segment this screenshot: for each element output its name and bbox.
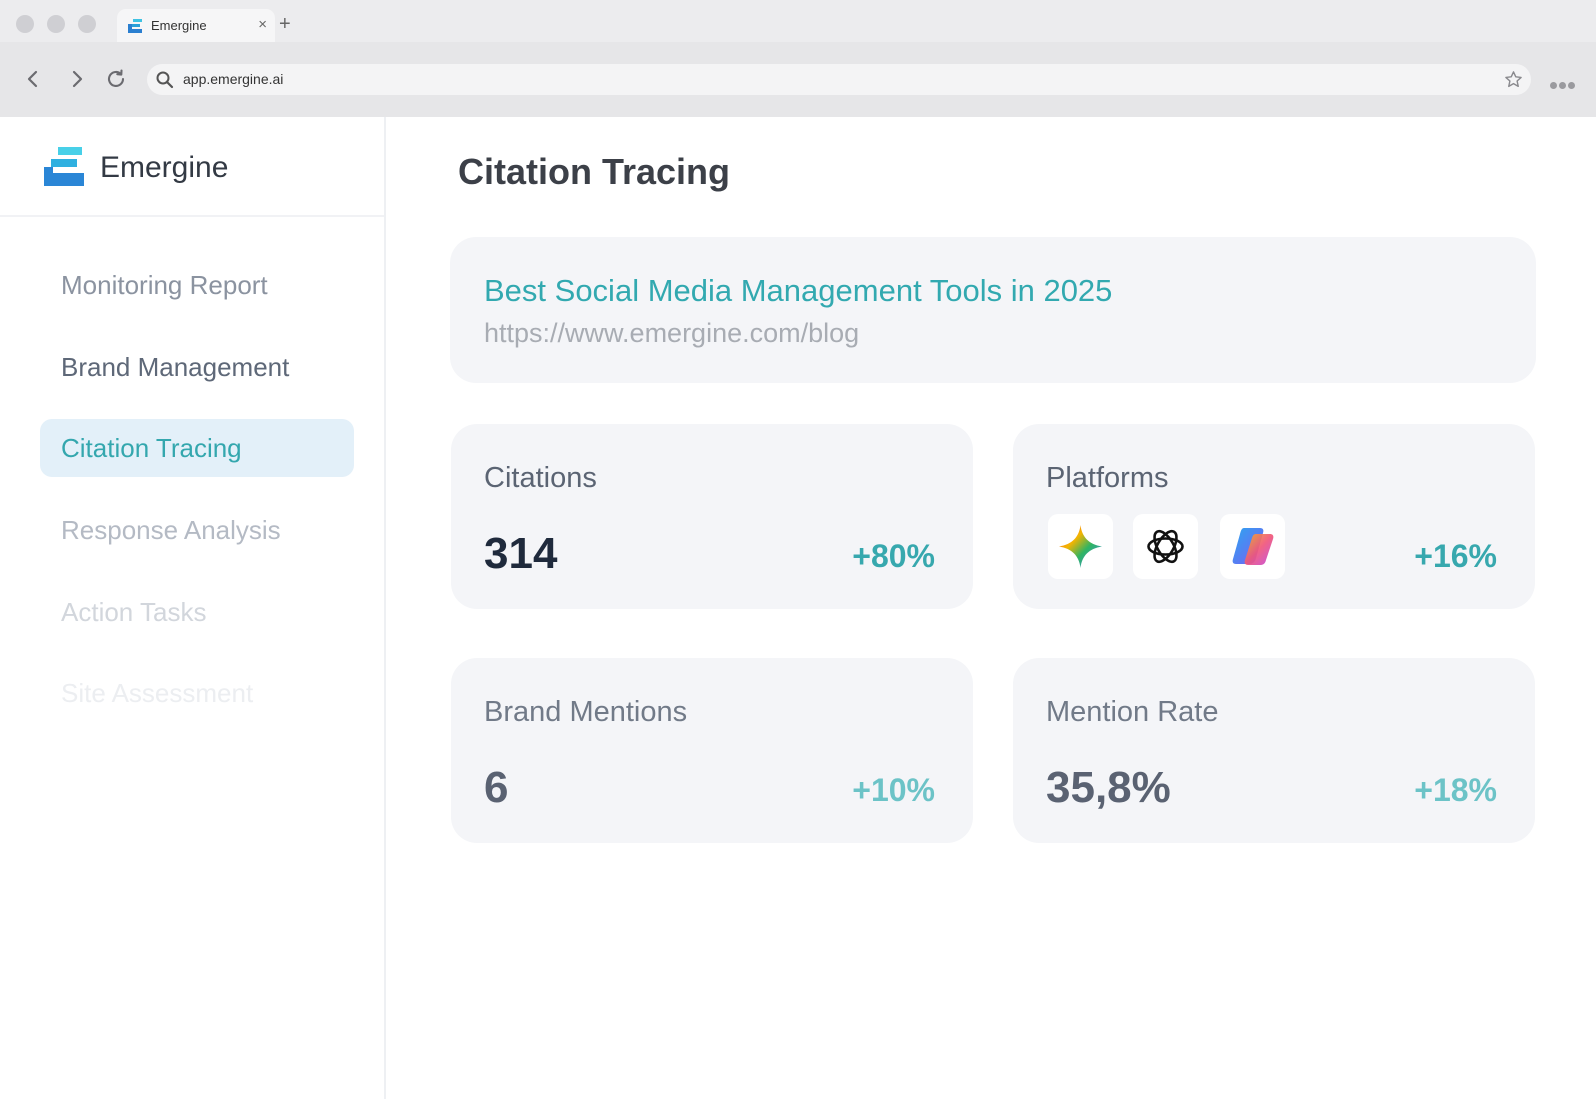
sidebar-item-citation-tracing[interactable]: Citation Tracing bbox=[40, 419, 354, 477]
mention-rate-change: +18% bbox=[1414, 772, 1497, 808]
star-icon[interactable] bbox=[1504, 70, 1523, 89]
platform-copilot[interactable] bbox=[1220, 514, 1285, 579]
openai-icon bbox=[1147, 529, 1184, 564]
platforms-label: Platforms bbox=[1046, 462, 1169, 494]
brand-mentions-value: 6 bbox=[484, 763, 509, 812]
brand-mentions-card: Brand Mentions 6 +10% bbox=[451, 658, 973, 843]
sidebar: Emergine Monitoring Report Brand Managem… bbox=[0, 117, 386, 1099]
close-window-button[interactable] bbox=[16, 15, 34, 33]
platform-openai[interactable] bbox=[1133, 514, 1198, 579]
mention-rate-card: Mention Rate 35,8% +18% bbox=[1013, 658, 1535, 843]
back-arrow-icon[interactable] bbox=[22, 68, 44, 90]
citations-value: 314 bbox=[484, 529, 558, 578]
source-card[interactable]: Best Social Media Management Tools in 20… bbox=[450, 237, 1536, 383]
maximize-window-button[interactable] bbox=[78, 15, 96, 33]
citations-change: +80% bbox=[852, 538, 935, 574]
platforms-card: Platforms bbox=[1013, 424, 1535, 609]
more-icon[interactable] bbox=[1550, 76, 1582, 89]
mention-rate-value: 35,8% bbox=[1046, 763, 1171, 812]
browser-tab[interactable]: Emergine × bbox=[117, 9, 275, 42]
citations-card: Citations 314 +80% bbox=[451, 424, 973, 609]
minimize-window-button[interactable] bbox=[47, 15, 65, 33]
brand-name: Emergine bbox=[100, 151, 229, 184]
sidebar-item-monitoring-report[interactable]: Monitoring Report bbox=[61, 270, 268, 300]
tab-title: Emergine bbox=[151, 18, 207, 33]
tab-bar: Emergine × + bbox=[0, 0, 1596, 42]
reload-icon[interactable] bbox=[105, 68, 127, 90]
page-title: Citation Tracing bbox=[458, 151, 731, 192]
sidebar-item-response-analysis[interactable]: Response Analysis bbox=[61, 515, 281, 545]
source-title[interactable]: Best Social Media Management Tools in 20… bbox=[484, 273, 1113, 308]
sidebar-item-site-assessment[interactable]: Site Assessment bbox=[61, 678, 254, 708]
platform-gemini[interactable] bbox=[1048, 514, 1113, 579]
copilot-icon bbox=[1232, 528, 1274, 565]
forward-arrow-icon[interactable] bbox=[66, 68, 88, 90]
emergine-favicon-icon bbox=[128, 19, 142, 33]
search-icon bbox=[156, 71, 174, 89]
new-tab-button[interactable]: + bbox=[279, 13, 291, 35]
gemini-icon bbox=[1059, 525, 1102, 568]
browser-toolbar: app.emergine.ai bbox=[0, 42, 1596, 117]
sidebar-item-brand-management[interactable]: Brand Management bbox=[61, 352, 290, 382]
sidebar-item-action-tasks[interactable]: Action Tasks bbox=[61, 597, 207, 627]
brand-mentions-label: Brand Mentions bbox=[484, 696, 688, 728]
citations-label: Citations bbox=[484, 462, 597, 494]
platforms-change: +16% bbox=[1414, 538, 1497, 574]
source-url[interactable]: https://www.emergine.com/blog bbox=[484, 318, 860, 348]
url-text[interactable]: app.emergine.ai bbox=[183, 71, 284, 87]
tab-close-icon[interactable]: × bbox=[258, 16, 267, 33]
mention-rate-label: Mention Rate bbox=[1046, 696, 1219, 728]
emergine-logo-icon bbox=[44, 147, 84, 186]
brand-mentions-change: +10% bbox=[852, 772, 935, 808]
main-content: Citation Tracing Best Social Media Manag… bbox=[388, 117, 1596, 1099]
brand-header: Emergine bbox=[0, 117, 384, 217]
address-bar[interactable]: app.emergine.ai bbox=[147, 64, 1531, 95]
